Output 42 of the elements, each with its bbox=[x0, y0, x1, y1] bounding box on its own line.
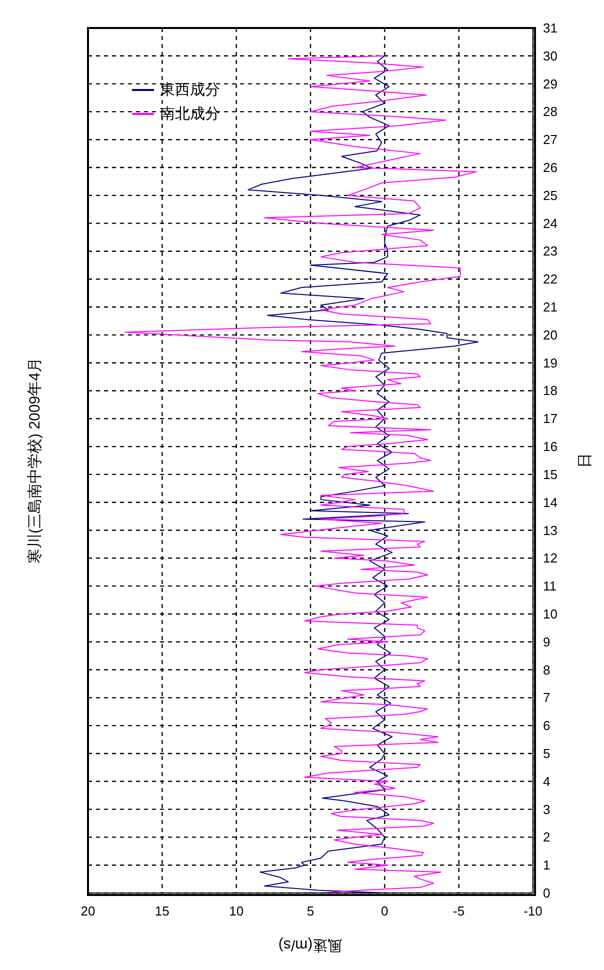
y-tick-label: 29 bbox=[543, 76, 558, 92]
y-tick-label: 23 bbox=[543, 244, 558, 259]
y-tick-label: 27 bbox=[543, 132, 558, 148]
x-tick-label: 20 bbox=[80, 904, 96, 918]
x-tick-label: 15 bbox=[154, 904, 170, 918]
y-tick-label: 21 bbox=[543, 300, 558, 315]
y-tick-label: 1 bbox=[543, 858, 550, 873]
y-tick-label: 19 bbox=[543, 355, 558, 370]
y-tick-label: 31 bbox=[543, 20, 558, 36]
y-tick-label: 16 bbox=[543, 439, 558, 454]
y-tick-label: 12 bbox=[543, 550, 558, 566]
y-tick-label: 9 bbox=[543, 634, 550, 650]
y-tick-label: 30 bbox=[543, 48, 558, 64]
y-tick-label: 13 bbox=[543, 522, 558, 538]
y-tick-label: 0 bbox=[543, 886, 550, 900]
y-tick-label: 2 bbox=[543, 830, 550, 845]
y-tick-label: 26 bbox=[543, 160, 558, 176]
y-tick-label: 14 bbox=[543, 494, 558, 510]
y-tick-label: 6 bbox=[543, 718, 550, 734]
x-tick-label: 5 bbox=[306, 904, 314, 918]
y-tick-label: 20 bbox=[543, 327, 558, 342]
y-tick-label: 8 bbox=[543, 662, 550, 678]
y-tick-label: 24 bbox=[543, 216, 558, 231]
x-tick-label: -5 bbox=[453, 904, 465, 918]
y-tick-label: 5 bbox=[543, 746, 550, 761]
text: 寒川(三島南中学校) 2009年4月 bbox=[26, 358, 44, 564]
y-tick-label: 25 bbox=[543, 188, 558, 203]
y-tick-label: 7 bbox=[543, 690, 550, 706]
x-axis-title: 風速(m/s) bbox=[278, 936, 343, 954]
x-tick-label: 10 bbox=[229, 904, 244, 918]
y-tick-label: 3 bbox=[543, 802, 550, 817]
y-axis-title: 日 bbox=[576, 453, 594, 468]
y-tick-label: 11 bbox=[543, 578, 556, 594]
y-tick-label: 28 bbox=[543, 104, 558, 120]
y-tick-label: 15 bbox=[543, 466, 558, 482]
x-tick-label: 0 bbox=[381, 904, 388, 918]
y-tick-label: 22 bbox=[543, 272, 558, 287]
y-tick-label: 17 bbox=[543, 411, 558, 426]
x-tick-label: -10 bbox=[524, 904, 542, 918]
y-tick-label: 4 bbox=[543, 774, 550, 789]
y-tick-label: 10 bbox=[543, 606, 558, 622]
y-tick-label: 18 bbox=[543, 383, 558, 398]
